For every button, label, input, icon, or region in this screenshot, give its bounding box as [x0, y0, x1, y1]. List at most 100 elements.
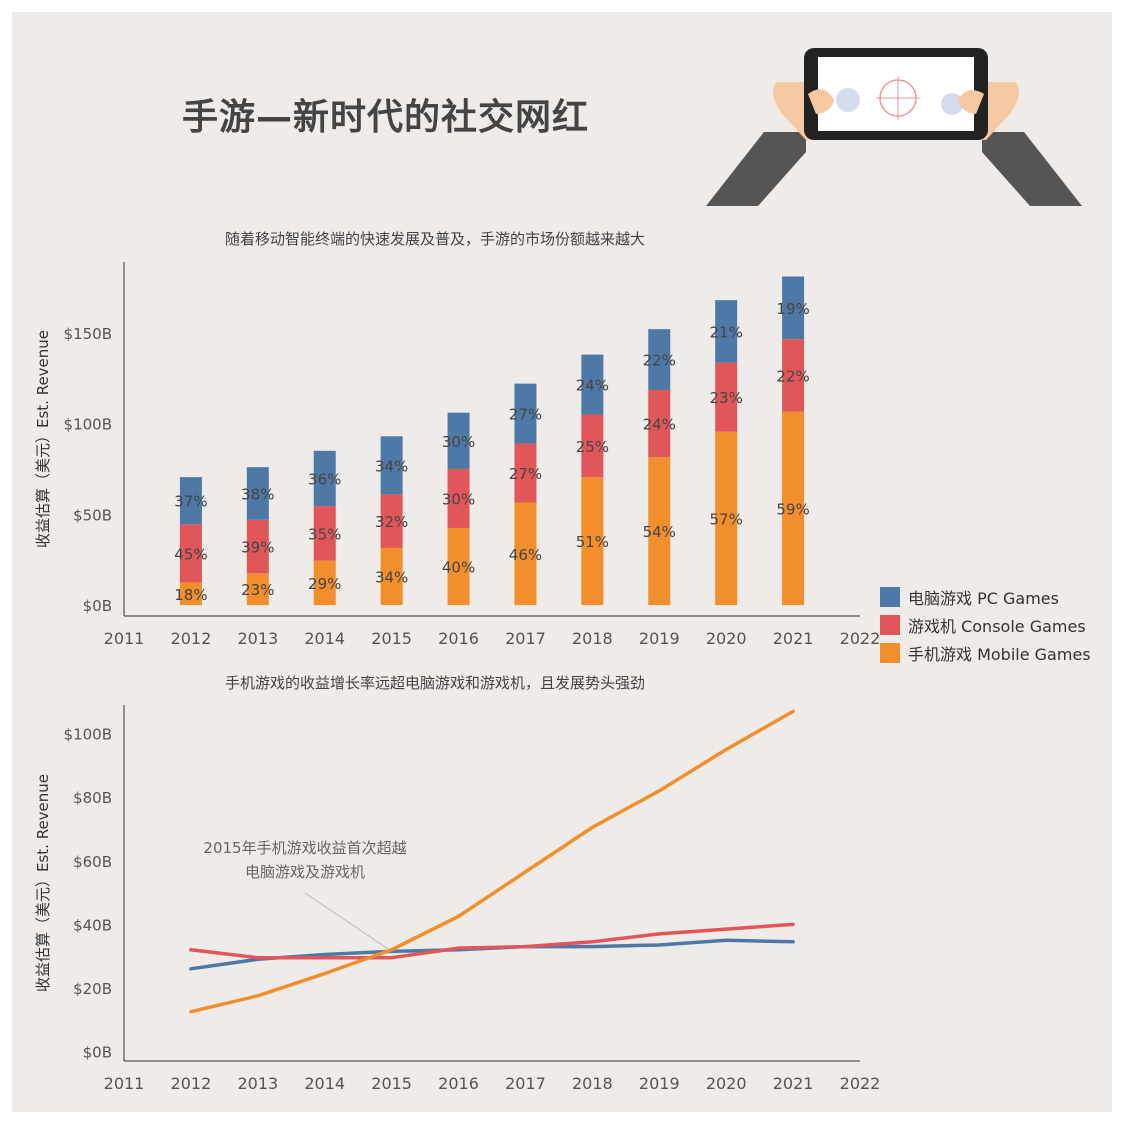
bar-segment-pc	[581, 354, 604, 415]
bar-segment-pc	[246, 467, 269, 520]
bar-segment-console	[648, 389, 671, 458]
bar-chart-subtitle: 随着移动智能终端的快速发展及普及，手游的市场份额越来越大	[224, 230, 645, 248]
line-chart-y-tick-label: $0B	[83, 1043, 112, 1061]
bar-data-label-console: 25%	[576, 438, 609, 456]
bar-data-label-mobile: 34%	[375, 569, 408, 587]
line-chart-subtitle: 手机游戏的收益增长率远超电脑游戏和游戏机，且发展势头强劲	[224, 674, 645, 692]
bar-segment-console	[179, 524, 202, 583]
bar-data-label-mobile: 51%	[576, 533, 609, 551]
line-chart-x-tick-label: 2016	[438, 1074, 479, 1093]
bar-chart-x-tick-label: 2011	[104, 629, 145, 648]
page-title: 手游—新时代的社交网红	[182, 97, 590, 138]
line-series-mobile	[189, 709, 795, 1014]
bar-segment-console	[715, 362, 738, 432]
bar-data-label-mobile: 18%	[174, 586, 207, 604]
line-chart-x-tick-label: 2015	[371, 1074, 412, 1093]
line-series-pc	[189, 938, 795, 971]
legend-item-pc: 电脑游戏 PC Games	[880, 583, 1091, 611]
bar-segment-pc	[447, 412, 470, 469]
bar-segment-mobile	[447, 527, 470, 606]
legend-item-mobile: 手机游戏 Mobile Games	[880, 639, 1091, 667]
bar-segment-mobile	[782, 411, 805, 606]
bar-chart-y-tick-label: $0B	[83, 597, 112, 615]
bar-data-label-mobile: 46%	[509, 546, 542, 564]
line-chart-y-tick-label: $60B	[73, 853, 112, 871]
legend-swatch-mobile	[880, 643, 900, 663]
bar-data-label-pc: 30%	[442, 433, 475, 451]
bar-chart-x-tick-label: 2020	[706, 629, 747, 648]
bar-segment-mobile	[380, 547, 403, 606]
line-chart-y-tick-label: $20B	[73, 980, 112, 998]
bar-data-label-console: 39%	[241, 539, 274, 557]
bar-data-label-console: 22%	[776, 367, 809, 385]
bar-chart-x-tick-label: 2017	[505, 629, 546, 648]
bar-chart-x-tick-label: 2016	[438, 629, 479, 648]
bar-chart-x-tick-label: 2014	[304, 629, 345, 648]
line-chart-x-tick-label: 2021	[773, 1074, 814, 1093]
bar-data-label-console: 45%	[174, 545, 207, 563]
line-chart-y-tick-label: $80B	[73, 789, 112, 807]
bar-data-label-mobile: 54%	[643, 523, 676, 541]
annotation-text-line: 2015年手机游戏收益首次超越	[203, 839, 406, 857]
line-chart-x-tick-label: 2017	[505, 1074, 546, 1093]
bar-data-label-console: 32%	[375, 513, 408, 531]
bar-data-label-pc: 19%	[776, 300, 809, 318]
legend-swatch-console	[880, 615, 900, 635]
bar-segment-mobile	[648, 457, 671, 606]
line-series-console	[189, 922, 795, 960]
bar-segment-mobile	[514, 502, 537, 606]
bar-segment-mobile	[179, 582, 202, 606]
bar-chart-y-tick-label: $50B	[73, 506, 112, 524]
legend-label-mobile: 手机游戏 Mobile Games	[908, 645, 1091, 664]
phone-icon	[706, 48, 1082, 206]
line-chart-y-tick-label: $40B	[73, 916, 112, 934]
bar-data-label-console: 30%	[442, 490, 475, 508]
legend-label-pc: 电脑游戏 PC Games	[908, 589, 1059, 608]
bar-chart-x-tick-label: 2021	[773, 629, 814, 648]
line-chart-x-tick-label: 2019	[639, 1074, 680, 1093]
bar-segment-mobile	[313, 560, 336, 606]
bar-data-label-mobile: 57%	[710, 510, 743, 528]
bar-segment-pc	[648, 329, 671, 390]
chart-legend: 电脑游戏 PC Games 游戏机 Console Games 手机游戏 Mob…	[880, 583, 1091, 667]
bar-chart-x-tick-label: 2019	[639, 629, 680, 648]
hands-phone-illustration	[706, 42, 1086, 216]
bar-segment-mobile	[246, 573, 269, 606]
bar-segment-console	[782, 339, 805, 412]
bar-chart-y-tick-label: $150B	[64, 325, 112, 343]
bar-data-label-mobile: 23%	[241, 581, 274, 599]
line-chart-x-tick-label: 2020	[706, 1074, 747, 1093]
bar-chart-x-tick-label: 2018	[572, 629, 613, 648]
legend-swatch-pc	[880, 587, 900, 607]
stacked-bar-chart: $0B $50B $100B $150B 2011 2012 2013 2014 2015 201…	[34, 262, 880, 648]
bar-data-label-pc: 22%	[643, 352, 676, 370]
bar-data-label-mobile: 29%	[308, 575, 341, 593]
line-chart-x-tick-label: 2018	[572, 1074, 613, 1093]
bar-segment-pc	[313, 450, 336, 507]
bar-data-label-console: 23%	[710, 389, 743, 407]
bar-segment-console	[380, 494, 403, 548]
line-chart-y-axis-title: 收益估算（美元）Est. Revenue	[34, 774, 52, 992]
bar-data-label-pc: 24%	[576, 377, 609, 395]
bar-segment-pc	[715, 300, 738, 363]
bar-segment-pc	[179, 477, 202, 525]
bar-data-label-pc: 38%	[241, 485, 274, 503]
bar-data-label-pc: 27%	[509, 406, 542, 424]
bar-data-label-pc: 36%	[308, 470, 341, 488]
bar-segment-pc	[782, 276, 805, 340]
bar-data-label-mobile: 59%	[776, 500, 809, 518]
revenue-line-chart: $0B $20B $40B $60B $80B $100B 2011 2012 2013 2014…	[34, 705, 880, 1093]
bar-data-label-mobile: 40%	[442, 559, 475, 577]
bar-segment-console	[447, 468, 470, 528]
line-chart-x-tick-label: 2013	[237, 1074, 278, 1093]
bar-chart-y-axis-title: 收益估算（美元）Est. Revenue	[34, 330, 52, 548]
bar-chart-y-tick-label: $100B	[64, 416, 112, 434]
bar-segment-pc	[514, 383, 537, 444]
bar-segment-console	[246, 519, 269, 574]
bar-chart-x-tick-label: 2013	[237, 629, 278, 648]
bar-segment-console	[581, 414, 604, 478]
annotation-pointer-line	[304, 892, 392, 952]
line-chart-x-tick-label: 2011	[104, 1074, 145, 1093]
bar-chart-x-tick-label: 2012	[171, 629, 212, 648]
bar-data-label-pc: 21%	[710, 323, 743, 341]
